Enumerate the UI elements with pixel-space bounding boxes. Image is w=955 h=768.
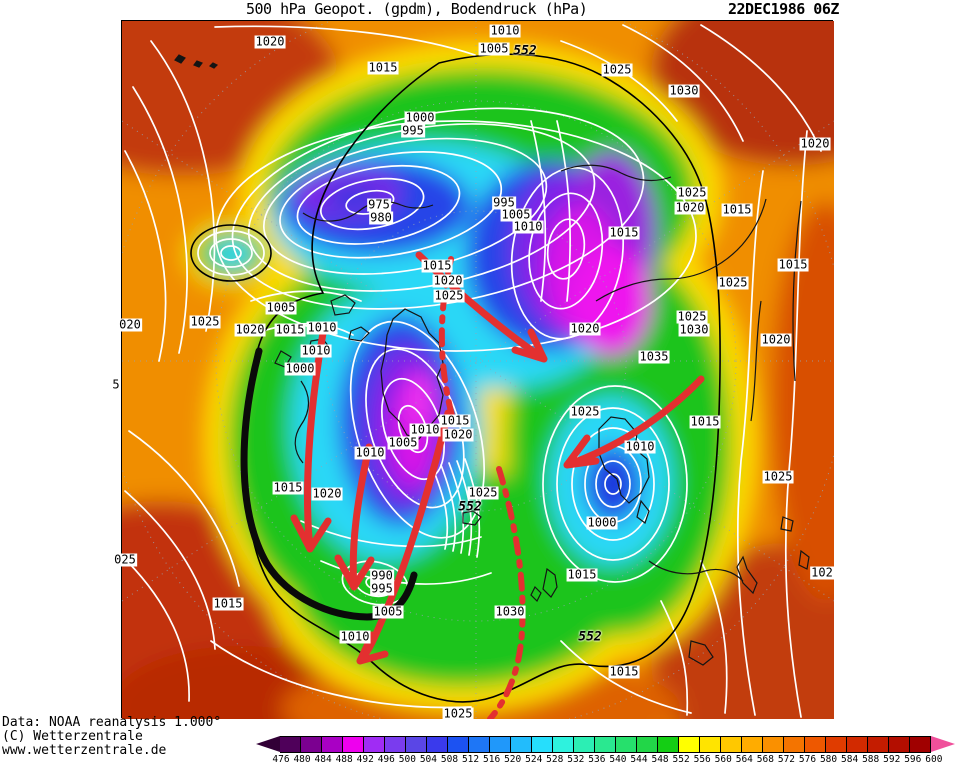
colorbar-segment xyxy=(427,736,448,753)
colorbar-segment xyxy=(385,736,406,753)
colorbar-segment xyxy=(343,736,364,753)
colorbar-segment xyxy=(490,736,511,753)
colorbar-segment xyxy=(637,736,658,753)
colorbar-right-arrow xyxy=(931,736,955,752)
colorbar-tick-label: 492 xyxy=(356,754,374,765)
colorbar-segment xyxy=(574,736,595,753)
weather-map xyxy=(121,20,834,719)
page-title: 500 hPa Geopot. (gpdm), Bodendruck (hPa) xyxy=(246,0,588,18)
colorbar-segment xyxy=(784,736,805,753)
colorbar-tick-label: 544 xyxy=(630,754,648,765)
colorbar-tick-label: 540 xyxy=(609,754,627,765)
colorbar-segment xyxy=(553,736,574,753)
colorbar-tick-label: 524 xyxy=(525,754,543,765)
colorbar-segment xyxy=(763,736,784,753)
colorbar-tick-label: 508 xyxy=(440,754,459,765)
colorbar-tick-label: 584 xyxy=(841,754,859,765)
colorbar-segment xyxy=(721,736,742,753)
colorbar-tick-label: 532 xyxy=(567,754,585,765)
colorbar-segment xyxy=(469,736,490,753)
credit-line-url[interactable]: www.wetterzentrale.de xyxy=(2,743,167,758)
colorbar-tick-label: 576 xyxy=(798,754,817,765)
red-arrow-4 xyxy=(334,443,375,591)
colorbar-segment xyxy=(616,736,637,753)
pressure-label: 5 xyxy=(111,377,121,392)
colorbar-tick-label: 480 xyxy=(293,754,311,765)
colorbar-segment xyxy=(847,736,868,753)
colorbar-segment xyxy=(280,736,301,753)
colorbar-tick-label: 592 xyxy=(883,754,901,765)
colorbar-segment xyxy=(301,736,322,753)
colorbar-segment xyxy=(364,736,385,753)
red-arrow-2 xyxy=(563,375,705,469)
colorbar-tick-label: 572 xyxy=(777,754,796,765)
colorbar-segment xyxy=(406,736,427,753)
colorbar-tick-label: 596 xyxy=(904,754,922,765)
colorbar-tick-label: 568 xyxy=(756,754,774,765)
red-dashdot-2 xyxy=(487,466,526,719)
map-graphics xyxy=(122,21,834,719)
colorbar-tick-label: 496 xyxy=(377,754,395,765)
colorbar-segment xyxy=(322,736,343,753)
colorbar-tick-label: 504 xyxy=(419,754,437,765)
colorbar-tick-label: 564 xyxy=(735,754,753,765)
red-dashdot-1 xyxy=(438,256,456,422)
graticule xyxy=(122,21,834,719)
colorbar-tick-label: 548 xyxy=(651,754,669,765)
colorbar-tick-label: 500 xyxy=(398,754,416,765)
colorbar-tick-label: 520 xyxy=(504,754,522,765)
colorbar-segment xyxy=(868,736,889,753)
colorbar-tick-label: 600 xyxy=(925,754,943,765)
height-field xyxy=(122,21,834,719)
colorbar-tick-label: 588 xyxy=(862,754,880,765)
colorbar-labels: 476 480 484 488 492 496 500 504 508 512 516 520 524 5… xyxy=(0,754,955,766)
colorbar-tick-label: 512 xyxy=(461,754,480,765)
colorbar-tick-label: 488 xyxy=(335,754,353,765)
colorbar-segment xyxy=(448,736,469,753)
colorbar-tick-label: 536 xyxy=(588,754,606,765)
data-credit: Data: NOAA reanalysis 1.000° (C) Wetterz… xyxy=(2,716,221,758)
colorbar-segment xyxy=(658,736,679,753)
colorbar-tick-label: 560 xyxy=(714,754,732,765)
colorbar-tick-label: 528 xyxy=(546,754,564,765)
colorbar-segment xyxy=(532,736,553,753)
credit-line-copyright: (C) Wetterzentrale xyxy=(2,729,143,744)
colorbar-segment xyxy=(511,736,532,753)
colorbar-tick-label: 484 xyxy=(314,754,332,765)
red-arrow-3 xyxy=(290,329,332,553)
colorbar xyxy=(256,736,955,753)
colorbar-segment xyxy=(595,736,616,753)
colorbar-segment xyxy=(826,736,847,753)
colorbar-tick-label: 552 xyxy=(672,754,690,765)
colorbar-tick-label: 476 xyxy=(272,754,290,765)
colorbar-tick-label: 580 xyxy=(819,754,838,765)
datetime-stamp: 22DEC1986 06Z xyxy=(728,0,839,18)
credit-line-data: Data: NOAA reanalysis 1.000° xyxy=(2,715,222,730)
colorbar-segment xyxy=(910,736,931,753)
colorbar-segment xyxy=(805,736,826,753)
colorbar-segment xyxy=(679,736,700,753)
colorbar-segment xyxy=(889,736,910,753)
colorbar-tick-label: 556 xyxy=(693,754,711,765)
contour-552 xyxy=(190,53,721,703)
colorbar-tick-label: 516 xyxy=(483,754,501,765)
colorbar-left-arrow xyxy=(256,736,280,752)
colorbar-segment xyxy=(700,736,721,753)
colorbar-segment xyxy=(742,736,763,753)
